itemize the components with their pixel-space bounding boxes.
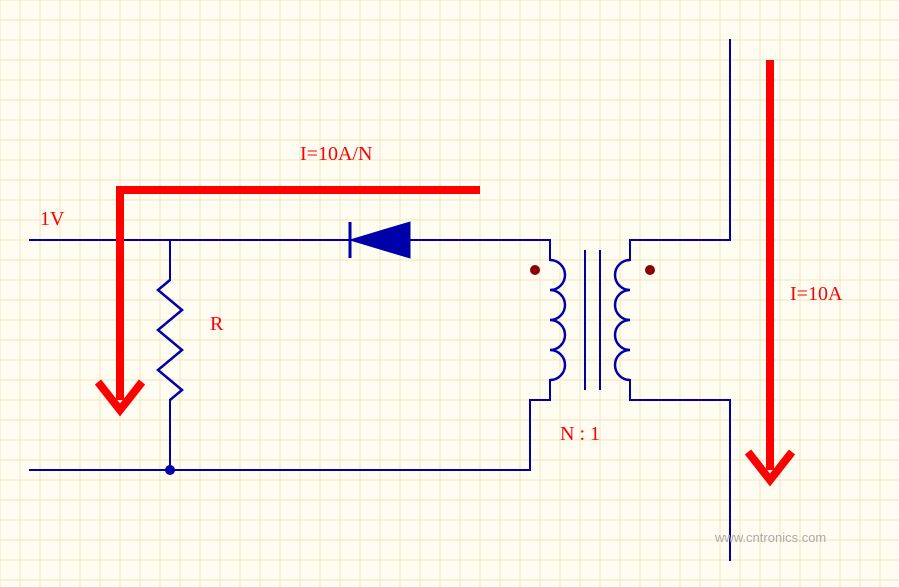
svg-text:I=10A: I=10A <box>790 283 843 305</box>
watermark: www.cntronics.com <box>715 530 826 545</box>
svg-text:R: R <box>210 313 224 335</box>
schematic-svg: 1V I=10A/N I=10A R N : 1 <box>0 0 899 587</box>
svg-text:I=10A/N: I=10A/N <box>300 143 372 165</box>
schematic-canvas: 1V I=10A/N I=10A R N : 1 www.cntronics.com <box>0 0 899 587</box>
svg-text:1V: 1V <box>40 208 65 230</box>
svg-text:N : 1: N : 1 <box>560 423 600 445</box>
